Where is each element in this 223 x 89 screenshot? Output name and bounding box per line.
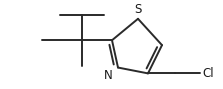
Text: N: N bbox=[104, 70, 113, 83]
Text: S: S bbox=[134, 3, 142, 16]
Text: Cl: Cl bbox=[202, 67, 214, 80]
